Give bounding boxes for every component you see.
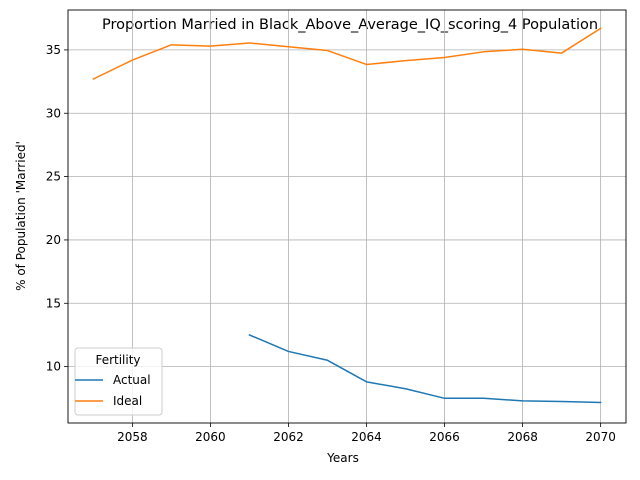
series-line-ideal [92,27,602,81]
y-axis: 10 15 20 25 30 35 [46,43,68,374]
series-lines [92,27,602,404]
series-line-actual [248,333,602,404]
x-tick-label: 2066 [429,430,460,444]
y-tick-label: 20 [46,233,61,247]
x-tick-label: 2068 [507,430,538,444]
legend: Fertility Actual Ideal [74,347,163,416]
x-tick-label: 2064 [351,430,382,444]
x-tick-label: 2070 [585,430,616,444]
y-tick-label: 35 [46,43,61,57]
y-tick-label: 30 [46,106,61,120]
x-tick-label: 2062 [273,430,304,444]
x-axis-label: Years [326,451,359,465]
y-axis-label: % of Population 'Married' [14,141,28,291]
y-tick-label: 15 [46,296,61,310]
legend-label-ideal: Ideal [113,394,142,408]
y-tick-label: 10 [46,360,61,374]
chart-title: Proportion Married in Black_Above_Averag… [102,17,598,33]
legend-box [74,347,163,416]
x-tick-label: 2058 [117,430,148,444]
plot-frame [67,9,627,424]
legend-title: Fertility [95,353,140,367]
legend-label-actual: Actual [113,373,151,387]
x-axis: 2058 2060 2062 2064 2066 2068 2070 [117,423,616,444]
y-tick-label: 25 [46,170,61,184]
x-tick-label: 2060 [195,430,226,444]
